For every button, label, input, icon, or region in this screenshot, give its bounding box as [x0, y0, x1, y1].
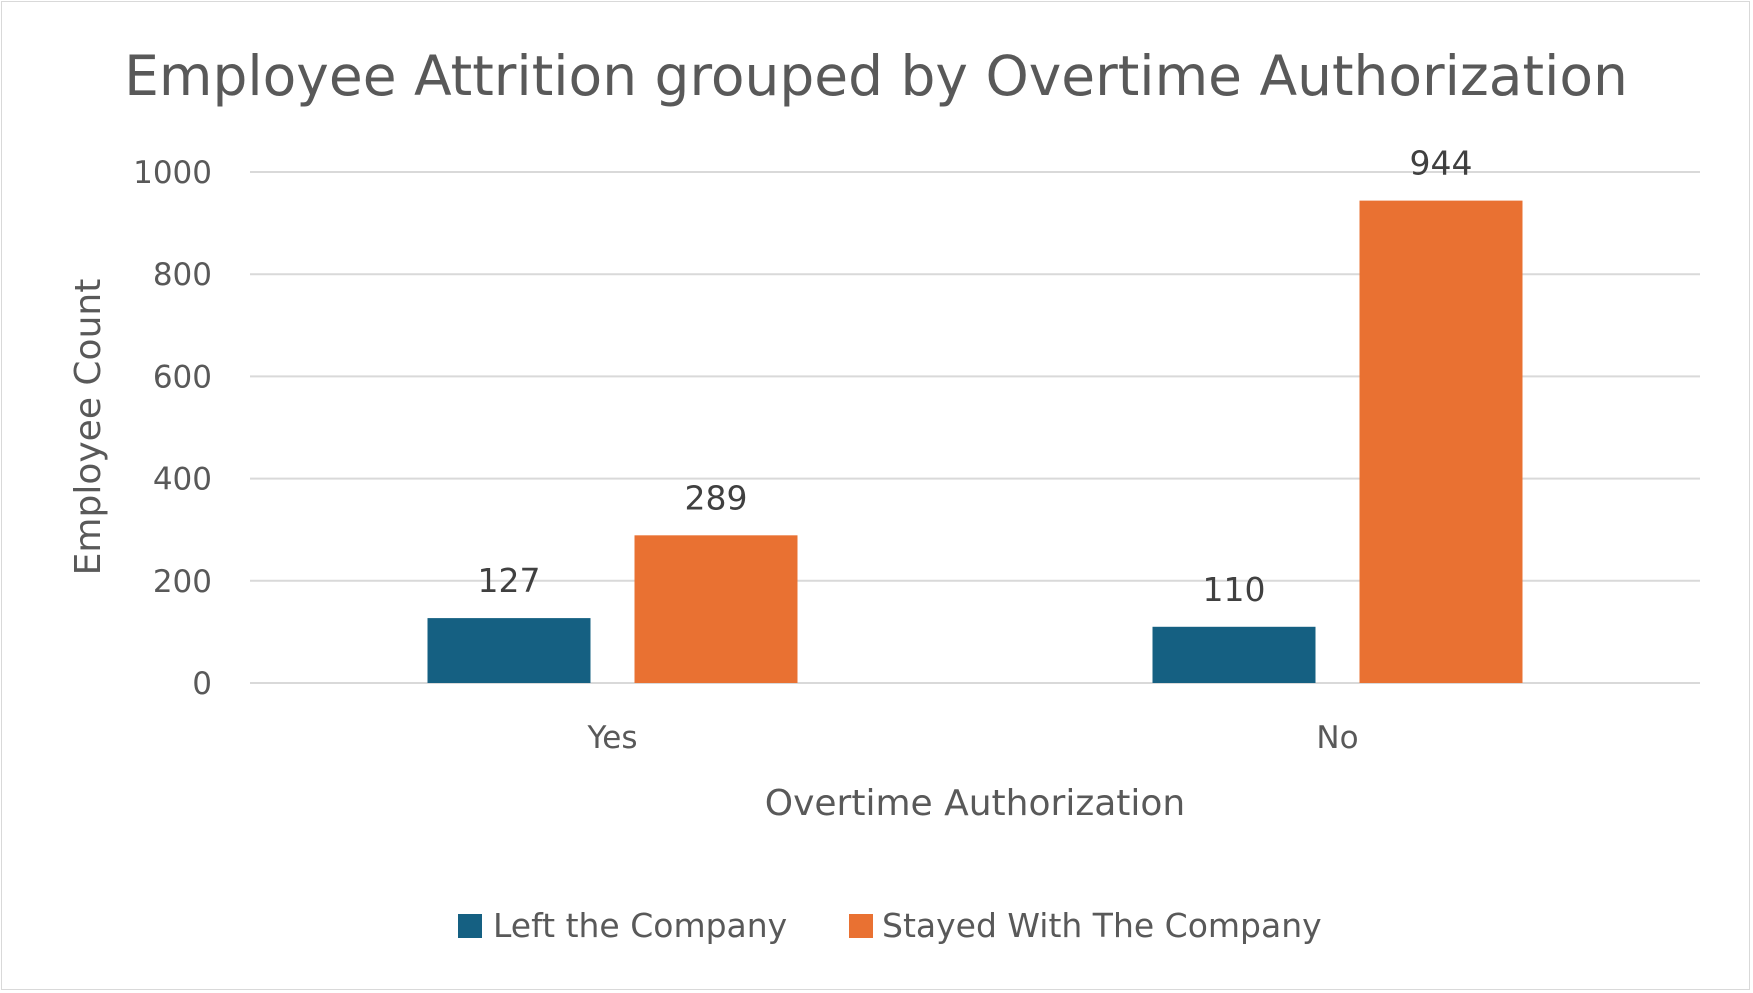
bar [1152, 626, 1316, 683]
x-tick-label: No [1316, 720, 1358, 756]
data-label: 127 [478, 561, 541, 600]
legend: Left the Company Stayed With The Company [458, 906, 1322, 945]
bar [1359, 200, 1523, 683]
legend-label: Left the Company [493, 906, 787, 945]
y-axis-title: Employee Count [68, 279, 109, 576]
y-axis-ticks: 0 200 400 600 800 1000 [133, 155, 212, 702]
chart-title: Employee Attrition grouped by Overtime A… [124, 44, 1628, 108]
x-axis-title: Overtime Authorization [765, 783, 1186, 824]
x-tick-label: Yes [586, 720, 637, 756]
y-tick-label: 800 [153, 257, 212, 293]
y-tick-label: 1000 [133, 155, 212, 191]
data-label: 944 [1410, 144, 1473, 183]
legend-swatch [849, 914, 873, 938]
legend-label: Stayed With The Company [882, 906, 1322, 945]
data-labels: 127 289 110 944 [478, 144, 1473, 609]
legend-swatch [458, 914, 482, 938]
y-tick-label: 0 [192, 666, 212, 702]
y-tick-label: 600 [153, 359, 212, 395]
data-label: 289 [685, 478, 748, 517]
bar [427, 618, 591, 683]
y-tick-label: 200 [153, 564, 212, 600]
bar [634, 535, 798, 683]
legend-item: Stayed With The Company [849, 906, 1322, 945]
x-axis-ticks: Yes No [586, 720, 1358, 756]
bars [427, 200, 1523, 683]
data-label: 110 [1203, 570, 1266, 609]
y-tick-label: 400 [153, 462, 212, 498]
legend-item: Left the Company [458, 906, 787, 945]
